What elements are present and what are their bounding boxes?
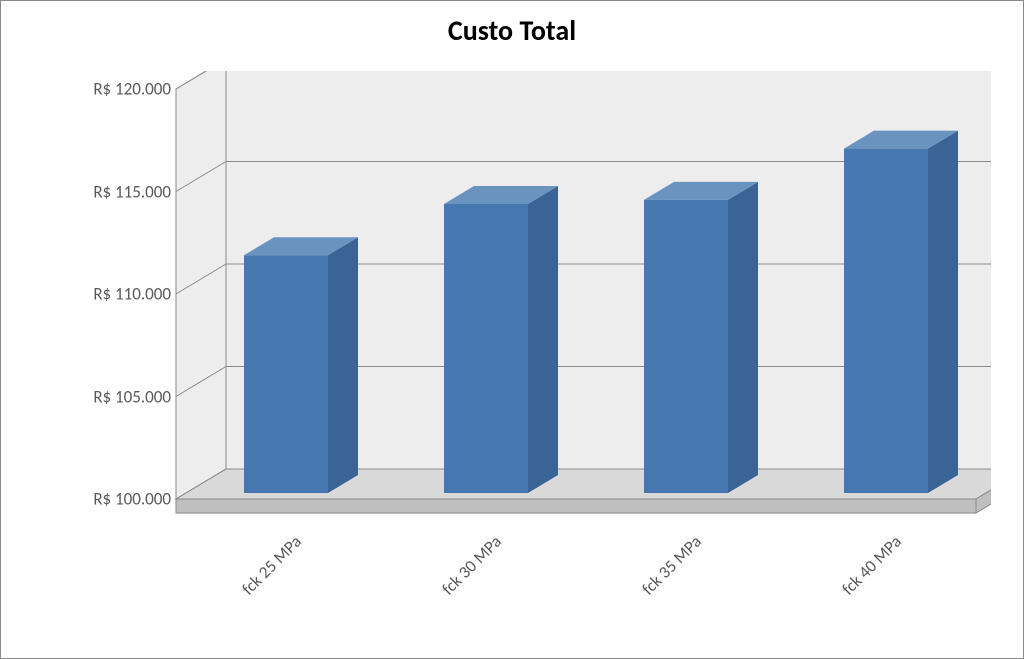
y-tick-label: R$ 100.000 [61,489,171,510]
y-tick-label: R$ 120.000 [61,79,171,100]
chart-svg [61,71,991,591]
y-tick-label: R$ 115.000 [61,181,171,202]
chart-frame: Custo Total R$ 100.000 R$ 105.000 R$ 110.0… [0,0,1024,659]
y-tick-label: R$ 110.000 [61,284,171,305]
chart-title: Custo Total [1,13,1023,48]
y-tick-label: R$ 105.000 [61,386,171,407]
plot-area: R$ 100.000 R$ 105.000 R$ 110.000 R$ 115.000… [61,71,991,571]
